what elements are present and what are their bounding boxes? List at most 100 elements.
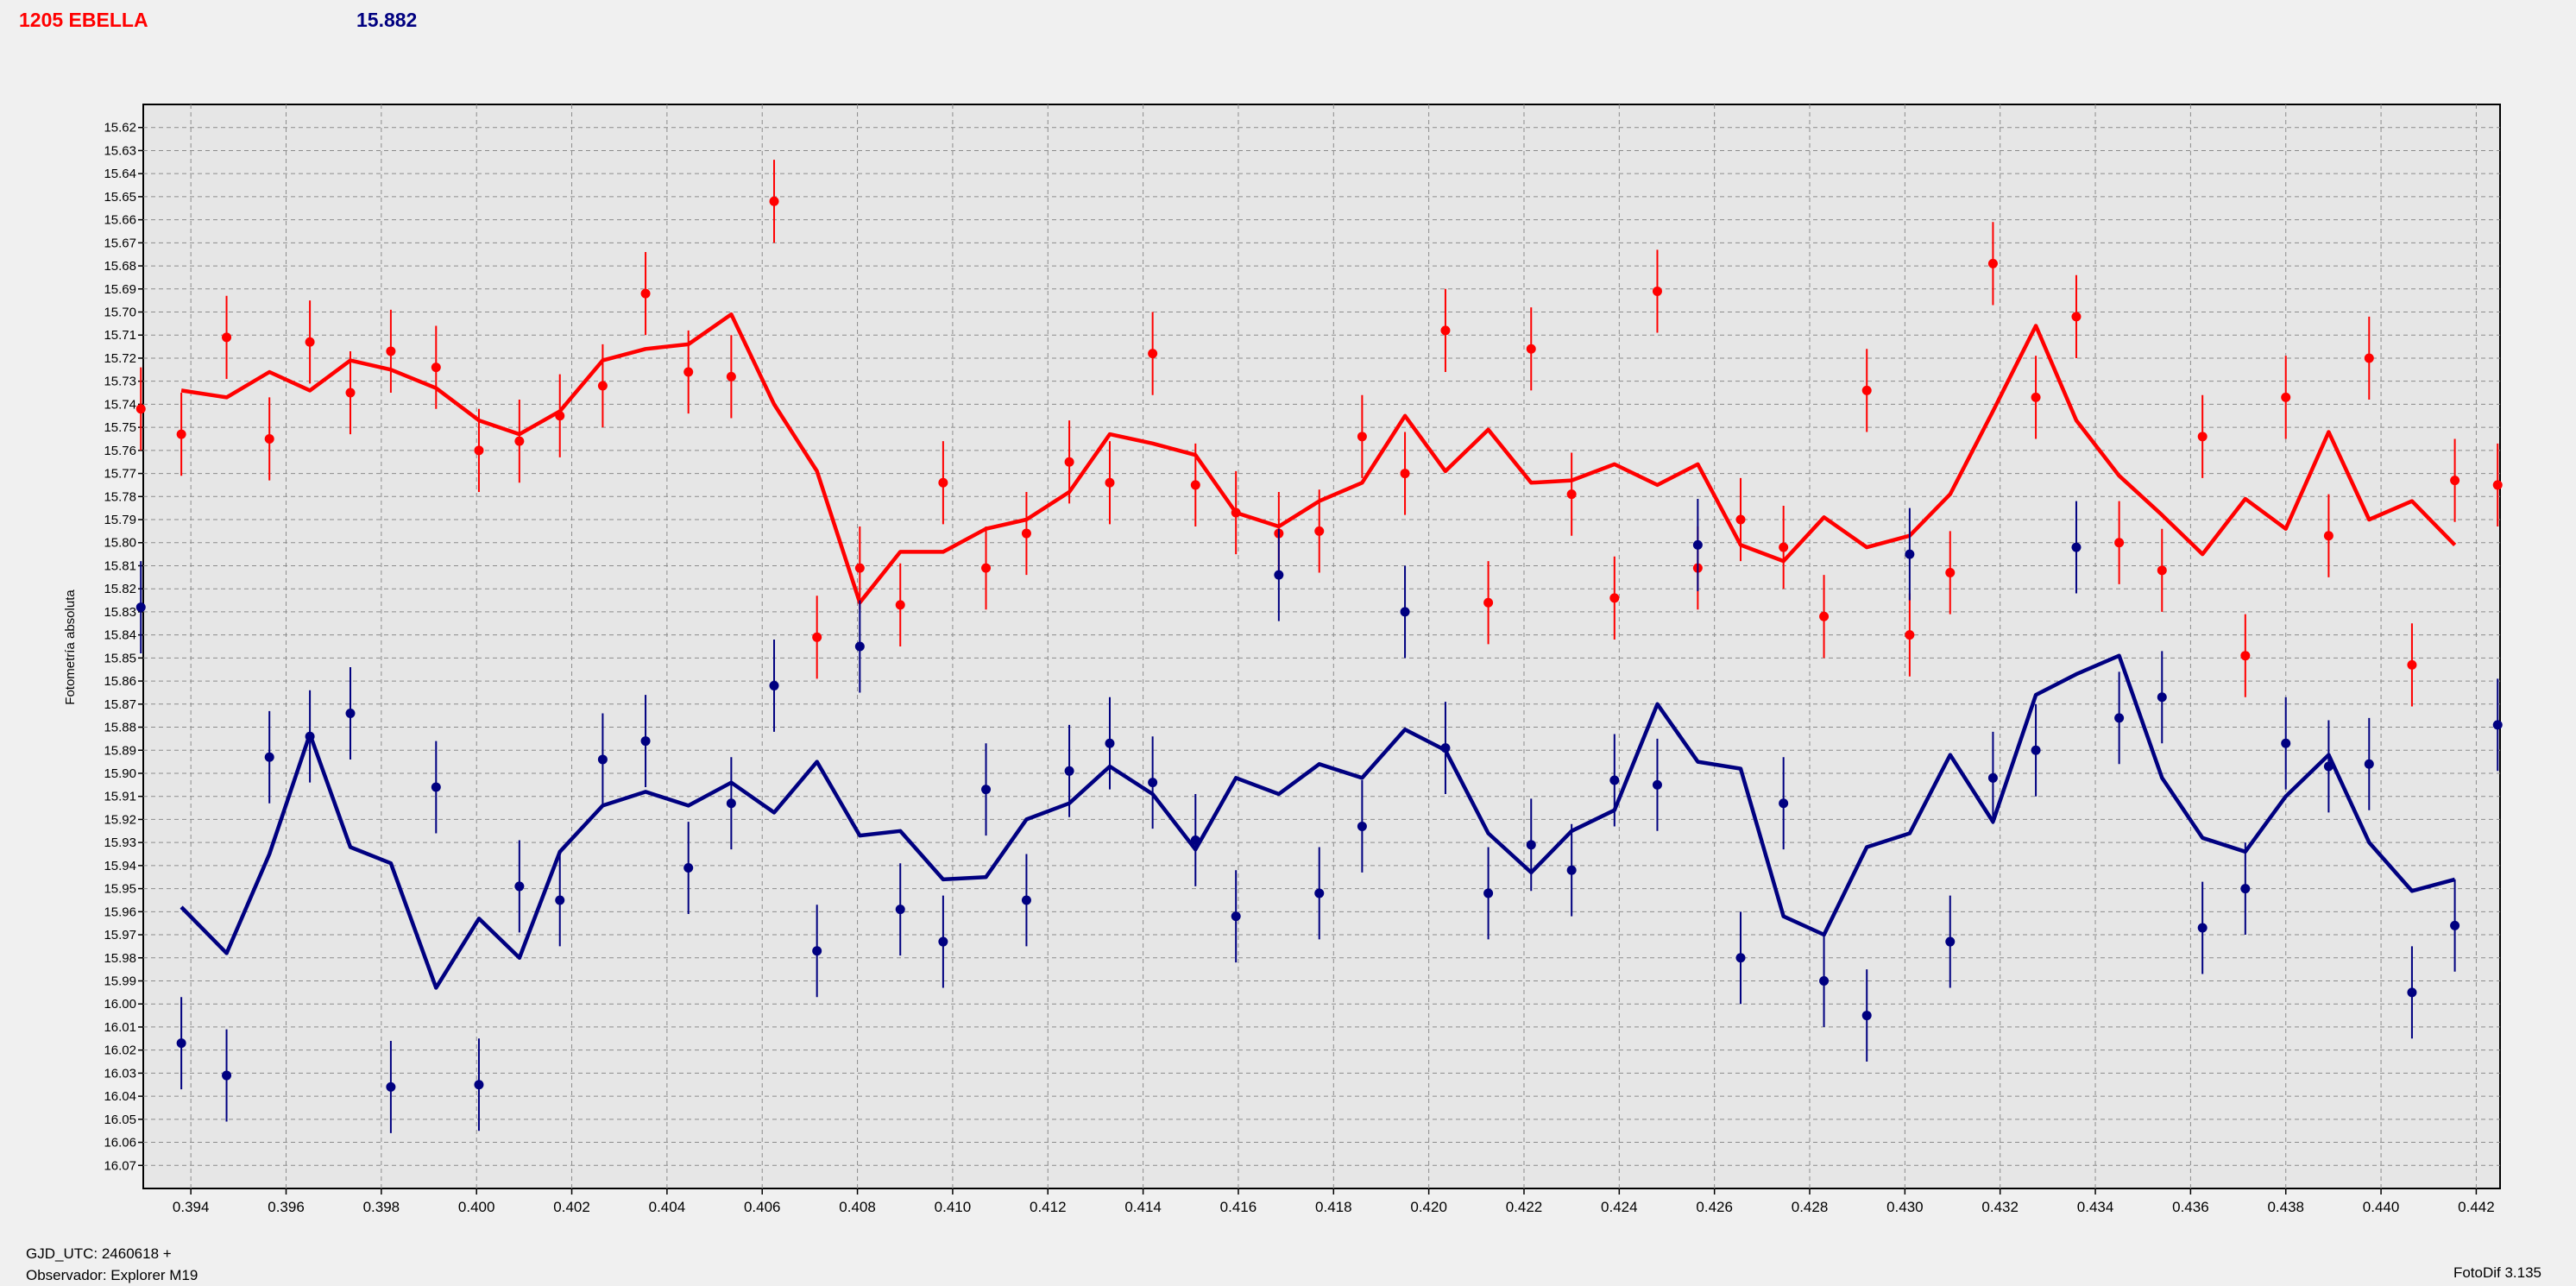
x-tick-label: 0.414	[1124, 1199, 1162, 1215]
y-tick-label: 15.74	[104, 397, 136, 412]
data-point	[2240, 884, 2251, 894]
data-point	[2114, 713, 2125, 723]
y-tick-label: 15.98	[104, 951, 136, 966]
data-point	[474, 1080, 484, 1090]
data-point	[812, 632, 822, 642]
data-point	[1692, 539, 1703, 550]
data-point	[514, 881, 525, 892]
y-tick-label: 15.77	[104, 467, 136, 482]
data-point	[135, 404, 146, 414]
y-tick-label: 15.65	[104, 190, 136, 205]
x-tick-label: 0.402	[553, 1199, 590, 1215]
data-point	[1566, 489, 1577, 500]
x-tick-label: 0.442	[2458, 1199, 2495, 1215]
data-point	[1483, 597, 1494, 608]
y-tick-label: 16.03	[104, 1066, 136, 1081]
data-point	[640, 736, 651, 747]
data-point	[1274, 570, 1284, 580]
x-tick-label: 0.410	[935, 1199, 972, 1215]
data-point	[1105, 477, 1115, 488]
data-point	[683, 367, 694, 377]
x-tick-label: 0.408	[839, 1199, 876, 1215]
data-point	[2492, 720, 2503, 730]
data-point	[895, 600, 905, 610]
data-point	[1148, 349, 1158, 359]
x-tick-label: 0.422	[1506, 1199, 1543, 1215]
y-tick-label: 15.83	[104, 605, 136, 620]
data-point	[305, 337, 315, 347]
data-point	[1148, 778, 1158, 788]
y-tick-label: 15.71	[104, 328, 136, 343]
data-point	[769, 196, 779, 206]
data-point	[1987, 772, 1998, 783]
y-tick-label: 15.66	[104, 213, 136, 228]
y-tick-label: 15.64	[104, 167, 136, 181]
x-tick-label: 0.426	[1696, 1199, 1733, 1215]
data-point	[938, 477, 948, 488]
y-tick-label: 15.93	[104, 835, 136, 850]
object-name: 1205 EBELLA	[19, 9, 148, 31]
x-tick-label: 0.418	[1315, 1199, 1352, 1215]
gjd-utc-label: GJD_UTC: 2460618 +	[26, 1245, 172, 1262]
data-point	[1609, 775, 1620, 785]
series-line	[180, 653, 2456, 990]
data-point	[1566, 865, 1577, 875]
series-1	[135, 498, 2503, 1133]
data-point	[1400, 607, 1410, 617]
data-point	[854, 641, 865, 652]
x-tick-label: 0.424	[1601, 1199, 1638, 1215]
data-point	[514, 436, 525, 446]
y-tick-label: 16.04	[104, 1089, 136, 1104]
x-tick-label: 0.434	[2077, 1199, 2114, 1215]
y-tick-label: 16.02	[104, 1043, 136, 1058]
x-tick-label: 0.416	[1220, 1199, 1257, 1215]
data-point	[1652, 286, 1662, 296]
light-curve-chart: 15.62 15.63 15.64 15.65 15.66 15.67 15.68 15.69…	[63, 104, 2503, 1215]
data-point	[1021, 895, 1031, 905]
y-tick-label: 15.76	[104, 444, 136, 458]
y-tick-label: 15.88	[104, 721, 136, 735]
data-point	[176, 429, 186, 439]
data-point	[1190, 835, 1200, 845]
reference-magnitude: 15.882	[356, 9, 418, 31]
data-point	[2407, 987, 2417, 998]
data-point	[683, 863, 694, 873]
data-point	[2281, 738, 2291, 748]
x-tick-label: 0.394	[173, 1199, 210, 1215]
y-tick-label: 15.87	[104, 697, 136, 712]
x-tick-label: 0.428	[1792, 1199, 1829, 1215]
data-point	[2323, 531, 2334, 541]
y-tick-label: 15.75	[104, 420, 136, 435]
data-point	[895, 905, 905, 915]
data-point	[769, 680, 779, 690]
data-point	[1779, 798, 1789, 809]
series-layer	[135, 160, 2503, 1133]
data-point	[1440, 325, 1451, 336]
y-tick-label: 16.05	[104, 1113, 136, 1127]
data-point	[2197, 923, 2208, 933]
data-point	[726, 798, 736, 809]
data-point	[1945, 567, 1956, 577]
data-point	[222, 1070, 232, 1081]
data-point	[1861, 385, 1872, 395]
data-point	[2114, 538, 2125, 548]
data-point	[1314, 888, 1325, 898]
data-point	[1314, 526, 1325, 536]
y-tick-label: 15.90	[104, 766, 136, 781]
data-point	[2031, 745, 2041, 755]
y-tick-label: 15.73	[104, 375, 136, 389]
data-point	[1987, 258, 1998, 268]
data-point	[1440, 743, 1451, 753]
data-point	[2450, 476, 2460, 486]
y-tick-label: 15.79	[104, 513, 136, 527]
data-point	[1483, 888, 1494, 898]
x-tick-label: 0.438	[2267, 1199, 2304, 1215]
y-tick-label: 15.99	[104, 974, 136, 988]
data-point	[1064, 766, 1074, 776]
data-point	[2364, 759, 2374, 769]
data-point	[981, 785, 992, 795]
y-tick-label: 15.84	[104, 628, 136, 643]
data-point	[2364, 353, 2374, 363]
x-tick-label: 0.432	[1981, 1199, 2019, 1215]
observer-label: Observador: Explorer M19	[26, 1267, 198, 1283]
